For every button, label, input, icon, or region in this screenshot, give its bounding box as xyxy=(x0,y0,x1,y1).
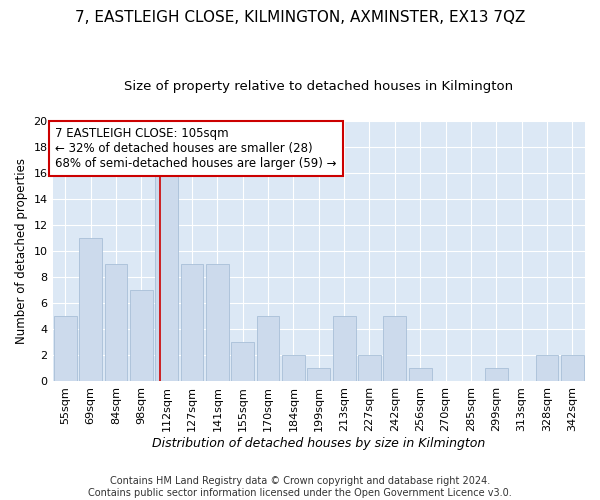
Text: Contains HM Land Registry data © Crown copyright and database right 2024.
Contai: Contains HM Land Registry data © Crown c… xyxy=(88,476,512,498)
Bar xyxy=(536,356,559,382)
Bar xyxy=(155,172,178,382)
Bar xyxy=(561,356,584,382)
Bar xyxy=(358,356,381,382)
X-axis label: Distribution of detached houses by size in Kilmington: Distribution of detached houses by size … xyxy=(152,437,485,450)
Y-axis label: Number of detached properties: Number of detached properties xyxy=(15,158,28,344)
Bar xyxy=(79,238,102,382)
Title: Size of property relative to detached houses in Kilmington: Size of property relative to detached ho… xyxy=(124,80,514,93)
Bar xyxy=(206,264,229,382)
Bar xyxy=(54,316,77,382)
Bar xyxy=(333,316,356,382)
Bar xyxy=(282,356,305,382)
Bar xyxy=(257,316,280,382)
Bar xyxy=(485,368,508,382)
Bar xyxy=(307,368,330,382)
Bar xyxy=(409,368,431,382)
Bar xyxy=(181,264,203,382)
Bar xyxy=(104,264,127,382)
Bar xyxy=(130,290,152,382)
Text: 7, EASTLEIGH CLOSE, KILMINGTON, AXMINSTER, EX13 7QZ: 7, EASTLEIGH CLOSE, KILMINGTON, AXMINSTE… xyxy=(75,10,525,25)
Bar xyxy=(383,316,406,382)
Bar xyxy=(231,342,254,382)
Text: 7 EASTLEIGH CLOSE: 105sqm
← 32% of detached houses are smaller (28)
68% of semi-: 7 EASTLEIGH CLOSE: 105sqm ← 32% of detac… xyxy=(55,127,337,170)
